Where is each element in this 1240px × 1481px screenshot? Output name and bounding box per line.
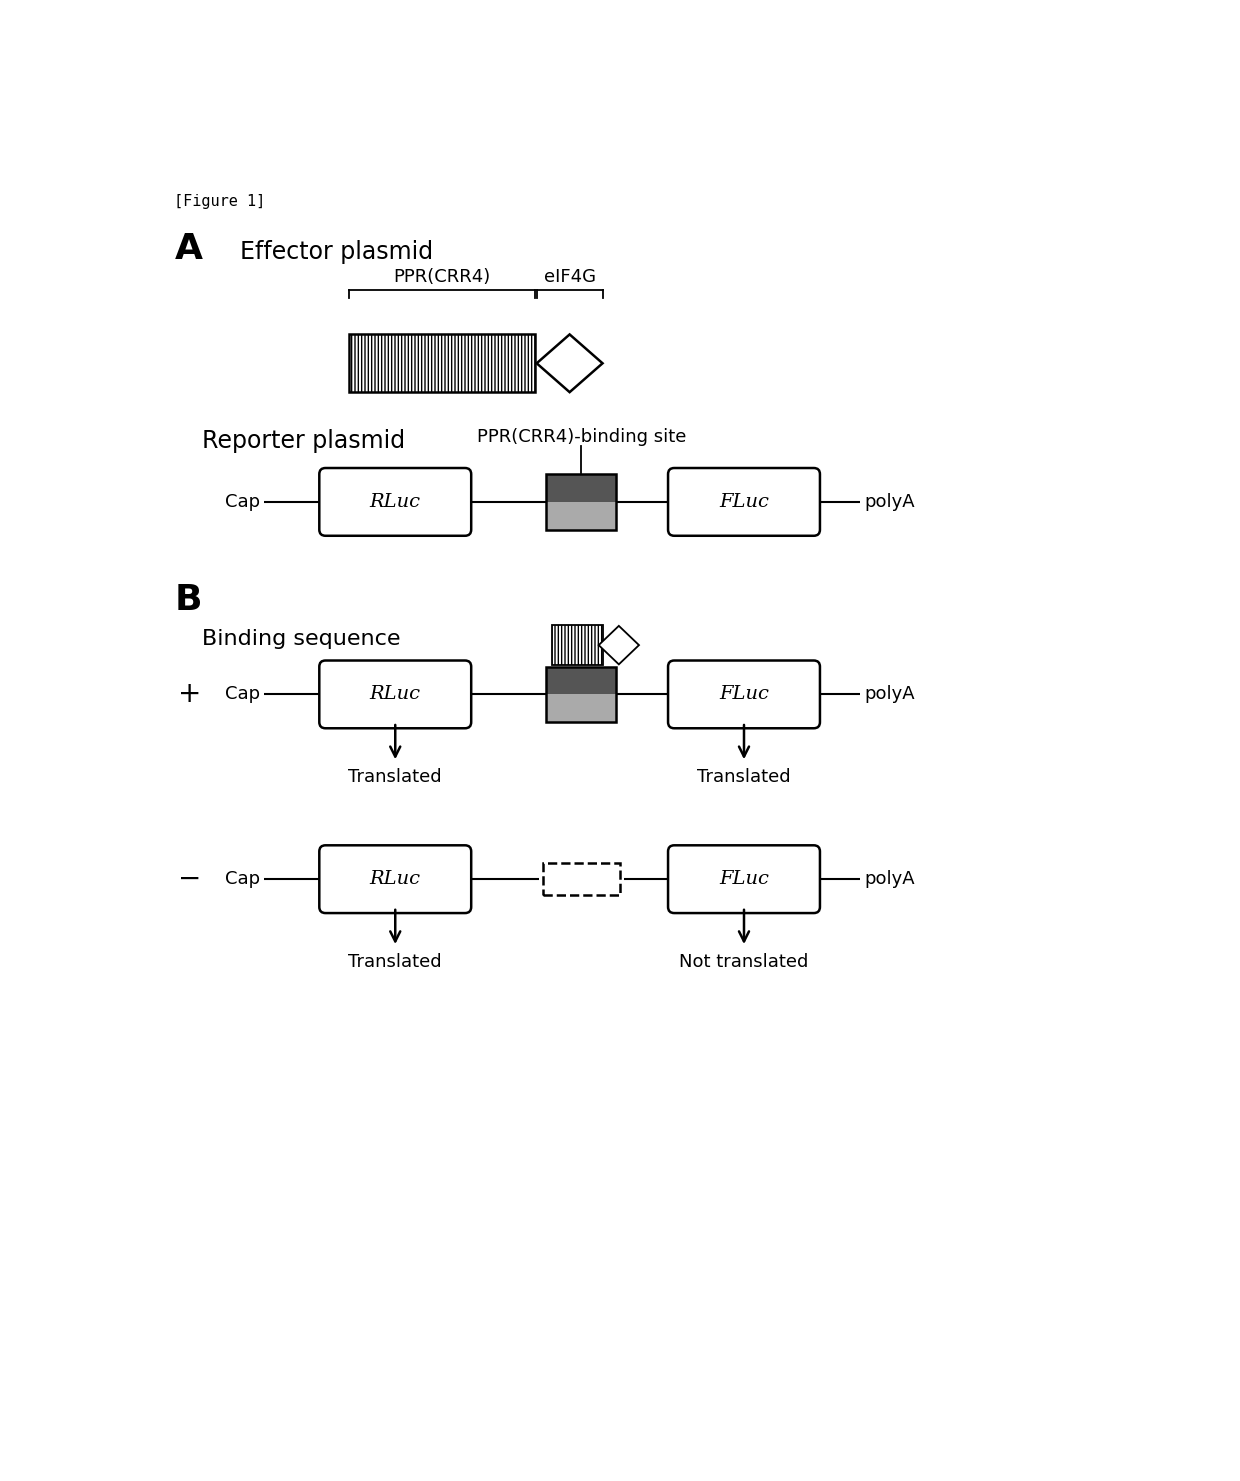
FancyBboxPatch shape xyxy=(668,661,820,729)
Text: Binding sequence: Binding sequence xyxy=(201,629,401,649)
Bar xyxy=(547,502,616,530)
Text: FLuc: FLuc xyxy=(719,493,769,511)
Text: −: − xyxy=(179,865,201,893)
Text: PPR(CRR4): PPR(CRR4) xyxy=(393,268,490,286)
Text: Translated: Translated xyxy=(348,954,443,972)
FancyBboxPatch shape xyxy=(320,661,471,729)
Bar xyxy=(547,474,616,530)
Text: polyA: polyA xyxy=(864,493,915,511)
Bar xyxy=(348,335,534,392)
Text: Not translated: Not translated xyxy=(680,954,808,972)
Text: Cap: Cap xyxy=(224,686,259,703)
Text: [Figure 1]: [Figure 1] xyxy=(175,194,265,209)
Text: Effector plasmid: Effector plasmid xyxy=(241,240,433,264)
Bar xyxy=(547,474,616,502)
Text: Cap: Cap xyxy=(224,871,259,889)
Text: PPR(CRR4)-binding site: PPR(CRR4)-binding site xyxy=(476,428,686,446)
Text: Translated: Translated xyxy=(697,769,791,786)
FancyBboxPatch shape xyxy=(668,468,820,536)
Text: +: + xyxy=(179,680,202,708)
FancyBboxPatch shape xyxy=(320,846,471,914)
Text: RLuc: RLuc xyxy=(370,686,420,703)
Text: B: B xyxy=(175,582,202,616)
Text: FLuc: FLuc xyxy=(719,871,769,889)
Bar xyxy=(547,666,616,695)
Text: A: A xyxy=(175,233,202,267)
Text: polyA: polyA xyxy=(864,871,915,889)
Bar xyxy=(547,666,616,723)
Polygon shape xyxy=(537,335,603,392)
FancyBboxPatch shape xyxy=(543,863,620,896)
Polygon shape xyxy=(599,626,639,665)
Bar xyxy=(552,625,603,665)
Text: eIF4G: eIF4G xyxy=(543,268,595,286)
Text: polyA: polyA xyxy=(864,686,915,703)
FancyBboxPatch shape xyxy=(320,468,471,536)
Text: Cap: Cap xyxy=(224,493,259,511)
Text: RLuc: RLuc xyxy=(370,493,420,511)
Text: FLuc: FLuc xyxy=(719,686,769,703)
FancyBboxPatch shape xyxy=(668,846,820,914)
Text: Reporter plasmid: Reporter plasmid xyxy=(201,428,404,453)
Bar xyxy=(547,695,616,723)
Text: RLuc: RLuc xyxy=(370,871,420,889)
Text: Translated: Translated xyxy=(348,769,443,786)
